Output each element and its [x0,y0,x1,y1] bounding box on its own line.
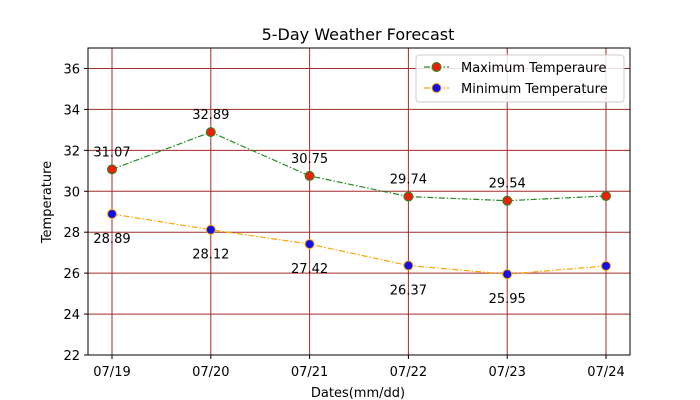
data-label: 25.95 [489,292,526,307]
x-tick-label: 07/20 [192,365,229,380]
data-point [601,190,611,201]
plot-frame [87,47,631,356]
data-point [107,164,117,175]
x-tick-label: 07/21 [291,365,328,380]
y-tick-label: 30 [63,185,80,200]
legend-label-1: Minimum Temperature [461,82,608,97]
series-line-1 [111,213,607,275]
y-tick-label: 34 [63,103,80,118]
data-label: 29.74 [390,173,427,188]
series-group: 31.07 32.89 30.75 29.74 29.54 28.89 28.12 27.42… [93,108,611,307]
data-label: 29.54 [489,177,526,192]
data-point [107,208,117,219]
legend-marker-1 [431,83,442,93]
data-label: 28.12 [192,248,229,263]
data-label: 32.89 [192,108,229,123]
data-point [304,170,315,181]
data-point [403,191,414,202]
data-point [403,260,414,271]
x-tick-label: 07/19 [93,365,130,380]
data-point [304,239,315,250]
data-point [502,195,513,206]
legend-label-0: Maximum Temperaure [461,61,606,76]
x-tick-label: 07/24 [587,365,624,380]
y-tick-label: 36 [63,62,80,77]
data-label: 26.37 [390,284,427,299]
y-tick-label: 22 [63,349,80,364]
chart-title: 5-Day Weather Forecast [262,25,455,44]
x-axis-label: Dates(mm/dd) [311,386,405,400]
axes: 22 24 26 28 30 32 34 36 07/19 07/20 07/21 07/22 07/2… [63,47,631,380]
data-label: 27.42 [291,262,328,277]
x-tick-label: 07/23 [488,365,525,380]
data-point [502,269,513,280]
series-line-0 [111,131,607,202]
x-tick-label: 07/22 [390,365,427,380]
legend-marker-0 [431,62,442,72]
y-axis-label: Temperature [40,161,55,244]
y-tick-label: 24 [63,308,80,323]
data-point [205,127,216,138]
legend-box [415,54,625,103]
data-point [205,224,216,235]
data-label: 30.75 [291,152,328,167]
y-tick-label: 28 [63,226,80,241]
y-tick-label: 26 [63,267,80,282]
data-point [601,260,611,271]
data-label: 28.89 [93,232,130,247]
data-label: 31.07 [93,145,130,160]
legend: Maximum Temperaure Minimum Temperature [415,54,625,103]
y-tick-label: 32 [63,144,80,159]
